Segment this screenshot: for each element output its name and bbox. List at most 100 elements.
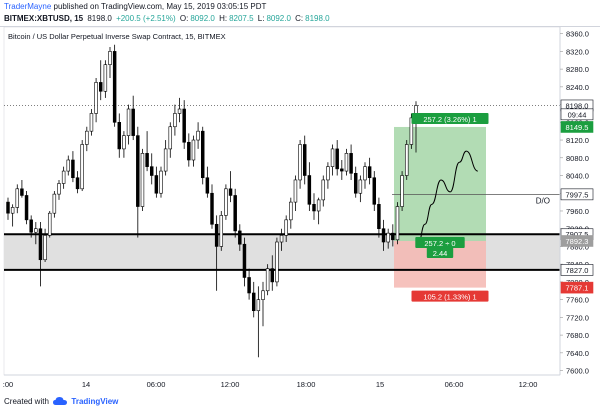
candle-body <box>24 195 29 221</box>
price-tag-bg <box>560 281 594 294</box>
price-chart[interactable]: D/O 257.2 (3.26%) 1 257.2 ÷ 02.44 105.2 (1.… <box>0 26 600 400</box>
tradingview-logo-icon <box>53 397 68 406</box>
candle-body <box>302 144 307 176</box>
candle-body <box>61 170 66 184</box>
candle-body <box>168 126 173 150</box>
candle-body <box>330 148 335 167</box>
candle-body <box>85 130 89 145</box>
candle-body <box>298 144 302 181</box>
candle-body <box>191 139 196 161</box>
stop-label-bg <box>411 290 489 302</box>
y-tick-label: 8280.0 <box>566 65 589 74</box>
close-value: 8198.0 <box>305 14 330 23</box>
target-label-bg <box>411 112 489 124</box>
price-tag: 7787.1 <box>566 284 589 293</box>
profit-area <box>394 126 486 241</box>
open-value: 8092.0 <box>190 14 215 23</box>
high-label: H: <box>219 14 228 23</box>
candle-body <box>256 299 261 312</box>
author-link[interactable]: TraderMayne <box>4 2 52 11</box>
candle-body <box>214 223 219 247</box>
candle-body <box>149 166 154 176</box>
candle-body <box>224 188 228 216</box>
candle-body <box>381 228 386 243</box>
candle-body <box>363 166 367 181</box>
daily-open-note: D/O <box>536 196 550 205</box>
candle-body <box>43 235 47 261</box>
candle-body <box>34 228 38 233</box>
candle-body <box>233 195 237 232</box>
candle-body <box>154 175 159 194</box>
x-tick-label: 18:00 <box>297 380 316 389</box>
candle-body <box>312 204 316 212</box>
price-tag-bg <box>560 108 594 121</box>
candle-body <box>159 170 163 194</box>
candle-body <box>307 175 312 205</box>
candle-body <box>6 201 10 214</box>
projection-path <box>417 150 478 245</box>
tradingview-brand[interactable]: TradingView <box>71 397 119 406</box>
y-tick-label: 8360.0 <box>566 30 589 39</box>
chart-area[interactable]: D/O 257.2 (3.26%) 1 257.2 ÷ 0 2.44 105.2 (1.… <box>0 26 600 400</box>
candle-body <box>205 177 210 194</box>
candle-body <box>228 188 233 196</box>
candle-body <box>242 243 247 278</box>
y-tick-label: 7680.0 <box>566 331 589 340</box>
candle-body <box>377 204 381 230</box>
published-text: published on TradingView.com, May 15, 20… <box>53 2 267 11</box>
candle-body <box>404 144 409 176</box>
y-tick-label: 7880.0 <box>566 242 589 251</box>
candle-body <box>409 117 414 145</box>
entry-label-bg <box>415 236 465 248</box>
candle-body <box>284 219 288 236</box>
candle-body <box>335 148 339 170</box>
candle-body <box>372 177 377 205</box>
candle-body <box>126 108 131 136</box>
candle-body <box>15 188 20 208</box>
candle-body <box>75 177 80 190</box>
candle-body <box>238 230 242 245</box>
candle-body <box>10 207 15 214</box>
quote-line: BITMEX:XBTUSD, 15 8198.0 +200.5 (+2.51%)… <box>4 14 332 23</box>
candle-body <box>57 183 61 195</box>
candle-body <box>247 277 251 294</box>
low-label: L: <box>257 14 265 23</box>
ratio-label-bg <box>426 246 454 258</box>
candle-body <box>108 51 112 65</box>
y-tick-label: 8120.0 <box>566 136 589 145</box>
candle-body <box>270 268 275 283</box>
close-label: C: <box>295 14 304 23</box>
candle-body <box>145 153 149 167</box>
chart-title: Bitcoin / US Dollar Perpetual Inverse Sw… <box>8 32 226 41</box>
candle-body <box>367 166 372 179</box>
candle-body <box>386 232 390 243</box>
stop-label: 105.2 (1.33%) 1 <box>423 293 476 302</box>
candle-body <box>98 82 103 92</box>
footer: Created with TradingView <box>0 393 600 411</box>
candle-body <box>340 168 344 172</box>
price-tag: 7997.5 <box>566 190 589 199</box>
candle-body <box>344 153 349 172</box>
x-tick-label: :00 <box>3 380 13 389</box>
ratio-label: 2.44 <box>433 249 448 258</box>
candle-body <box>29 219 33 233</box>
created-with-text: Created with <box>4 397 49 406</box>
entry-label: 257.2 ÷ 0 <box>424 239 455 248</box>
author-line: TraderMayne published on TradingView.com… <box>4 2 266 11</box>
price-tag-bg <box>560 121 594 133</box>
x-tick-label: 14 <box>82 380 90 389</box>
last-price: 8198.0 <box>87 14 112 23</box>
x-tick-label: 12:00 <box>221 380 240 389</box>
candle-body <box>391 232 395 241</box>
high-value: 8207.5 <box>229 14 254 23</box>
y-tick-label: 8080.0 <box>566 154 589 163</box>
candle-body <box>200 130 205 179</box>
candle-body <box>349 153 353 174</box>
candle-body <box>400 175 404 207</box>
y-tick-label: 7600.0 <box>566 367 589 376</box>
candle-body <box>71 159 75 179</box>
y-tick-label: 7960.0 <box>566 207 589 216</box>
candle-body <box>140 153 145 207</box>
x-tick-label: 12:00 <box>519 380 538 389</box>
candle-body <box>187 141 191 161</box>
